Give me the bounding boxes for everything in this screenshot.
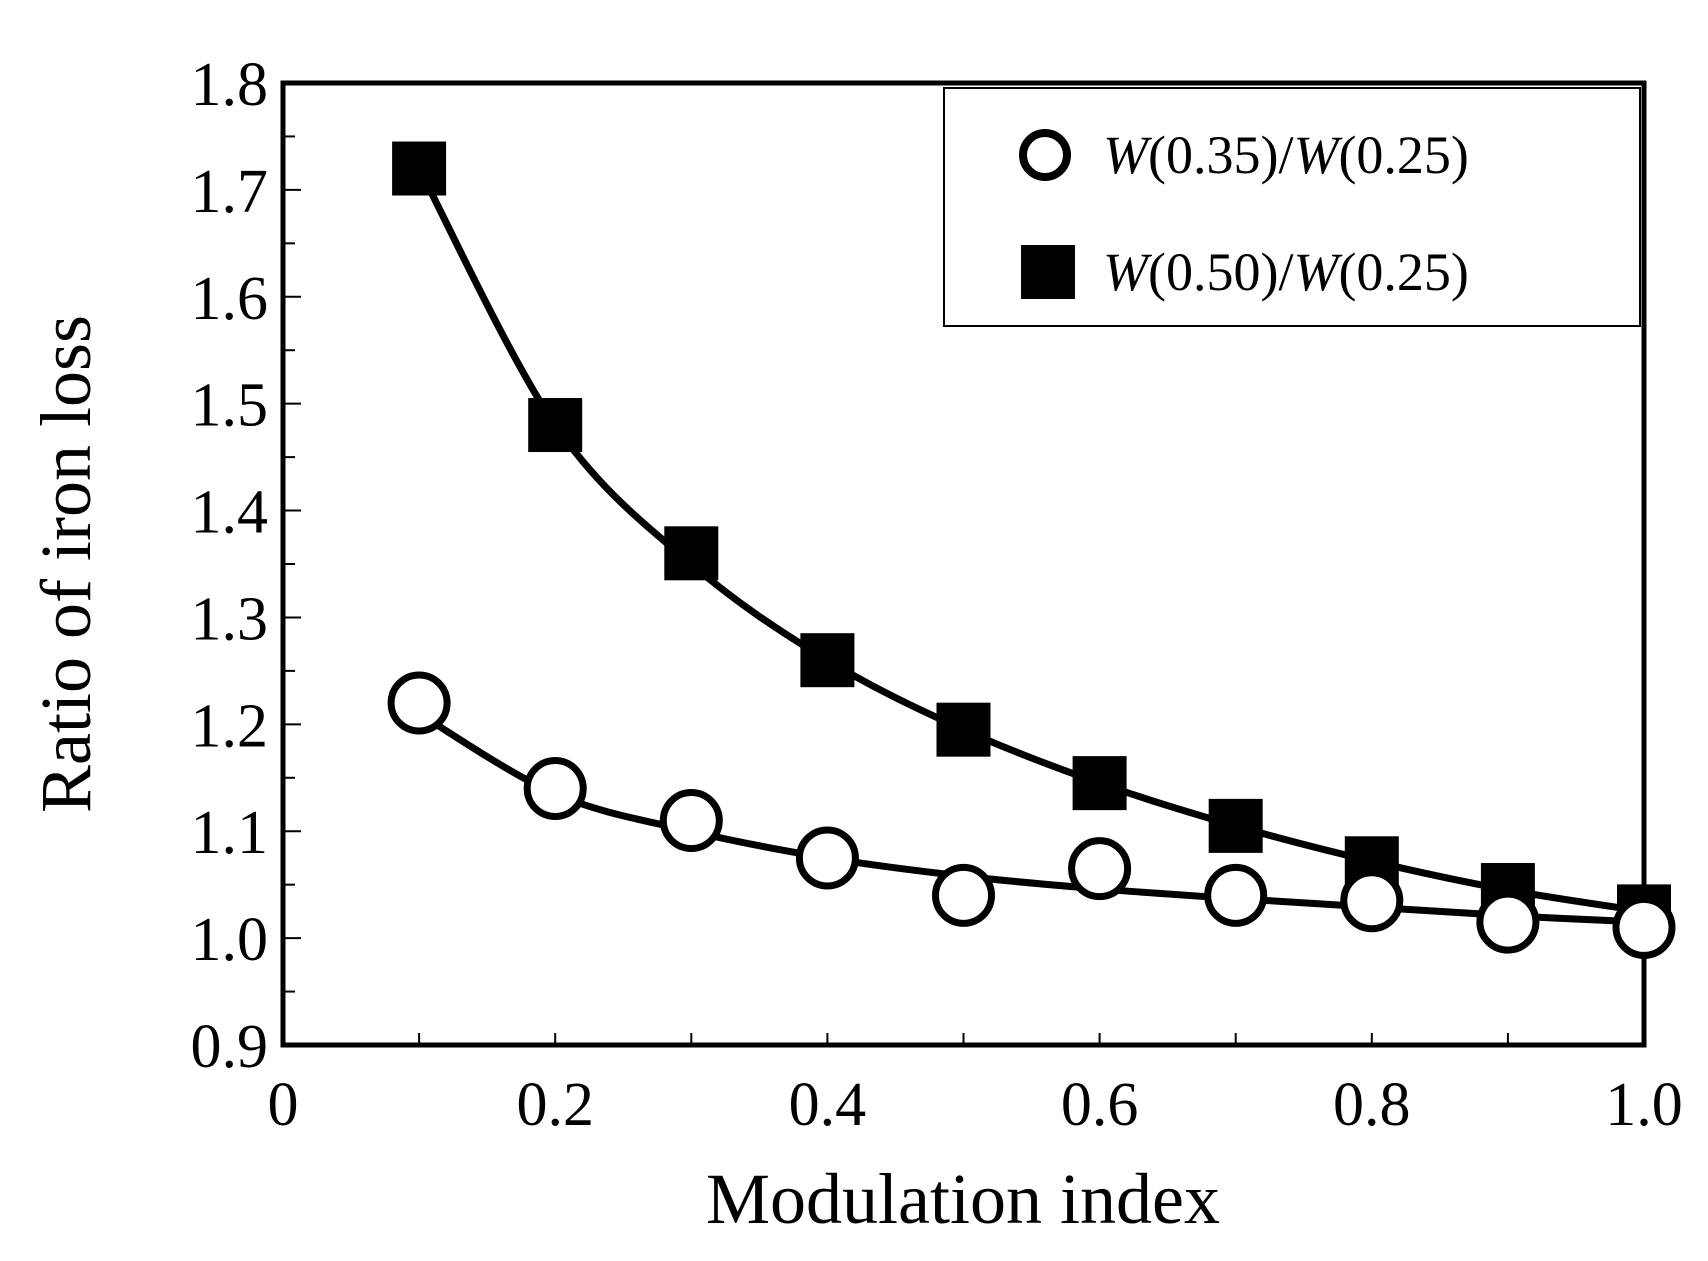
square-marker (800, 633, 855, 688)
square-marker (528, 398, 583, 453)
circle-marker (1340, 869, 1404, 933)
circle-marker (1204, 863, 1268, 927)
circle-marker (387, 671, 451, 735)
y-tick-label: 1.3 (191, 585, 269, 653)
fit-curve-series-1 (417, 710, 1645, 926)
y-tick-label: 1.0 (191, 906, 269, 974)
square-marker (664, 526, 719, 581)
x-tick-label: 0.6 (1061, 1071, 1139, 1139)
x-tick-labels: 0 0.2 0.4 0.6 0.8 1.0 (268, 1071, 1683, 1139)
y-tick-label: 1.5 (191, 372, 269, 440)
y-tick-labels: 0.9 1.0 1.1 1.2 1.3 1.4 1.5 1.6 1.7 1.8 (191, 51, 269, 1081)
legend: W(0.35)/W(0.25) W(0.50)/W(0.25) (943, 87, 1641, 327)
square-marker (936, 702, 991, 757)
y-tick-label: 1.8 (191, 51, 269, 119)
x-tick-label: 0.2 (516, 1071, 594, 1139)
square-marker (1072, 756, 1127, 811)
legend-marker-circle (1019, 129, 1071, 181)
legend-label-series-2: W(0.50)/W(0.25) (1103, 242, 1469, 302)
x-tick-label: 1.0 (1605, 1071, 1683, 1139)
minor-ticks (283, 135, 1509, 1045)
circle-marker (659, 789, 723, 853)
y-tick-label: 1.7 (191, 158, 269, 226)
y-tick-label: 1.1 (191, 799, 269, 867)
x-tick-label: 0.4 (789, 1071, 867, 1139)
data-markers (387, 141, 1676, 959)
circle-marker (932, 863, 995, 927)
y-tick-label: 1.6 (191, 265, 269, 333)
y-tick-label: 1.4 (191, 479, 269, 547)
x-tick-label: 0 (268, 1071, 299, 1139)
circle-marker (523, 756, 587, 820)
legend-label-series-1: W(0.35)/W(0.25) (1103, 125, 1469, 185)
y-axis-title: Ratio of iron loss (26, 315, 106, 813)
circle-marker (795, 826, 859, 890)
circle-marker (1476, 890, 1540, 954)
y-tick-label: 0.9 (191, 1013, 269, 1081)
circle-marker (1068, 837, 1132, 901)
y-tick-label: 1.2 (191, 692, 269, 760)
x-axis-title: Modulation index (706, 1159, 1220, 1239)
x-tick-label: 0.8 (1333, 1071, 1411, 1139)
square-marker (392, 141, 447, 196)
circle-marker (1612, 895, 1676, 959)
square-marker (1208, 798, 1263, 853)
legend-marker-square (1021, 245, 1075, 299)
